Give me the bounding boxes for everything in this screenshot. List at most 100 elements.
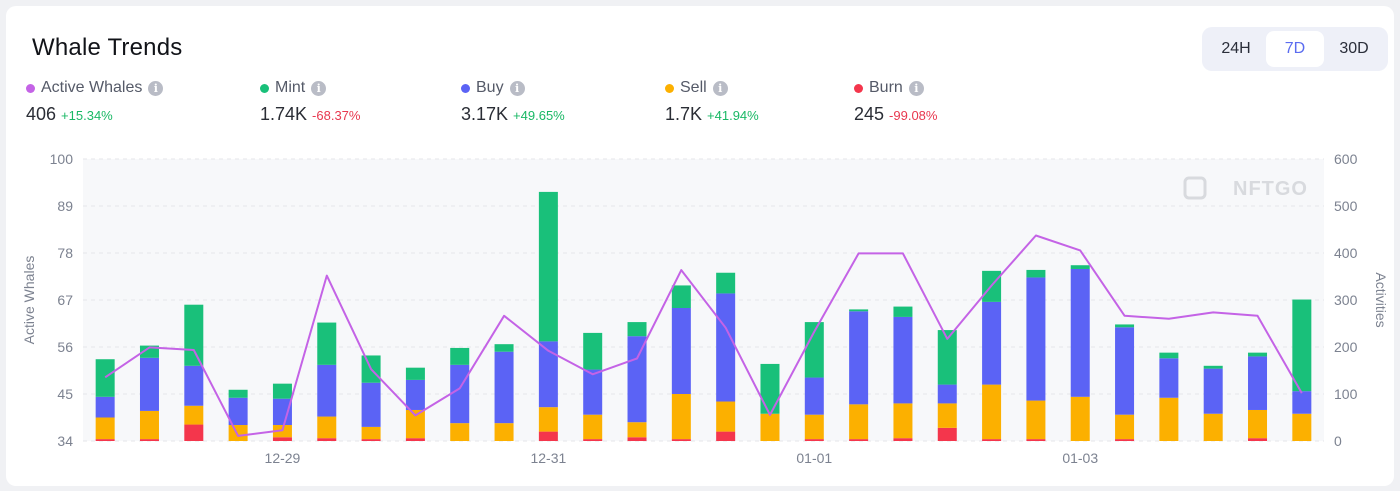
metric-buy: Buy i 3.17K +49.65% <box>461 78 565 125</box>
info-icon[interactable]: i <box>712 80 728 96</box>
bar-sell <box>1070 396 1090 441</box>
metric-label: Active Whales <box>41 79 143 96</box>
bar-sell <box>139 410 159 440</box>
metric-active-whales: Active Whales i 406 +15.34% <box>26 78 164 125</box>
legend-dot <box>461 83 470 93</box>
bar-buy <box>1026 277 1046 401</box>
bar-sell <box>760 413 780 441</box>
y-tick-label: 100 <box>50 151 74 167</box>
bar-mint <box>538 191 558 342</box>
bar-sell <box>804 414 824 440</box>
bar-mint <box>937 330 957 385</box>
bar-buy <box>1203 368 1223 414</box>
bar-mint <box>494 344 514 352</box>
bar-buy <box>228 397 248 426</box>
bar-buy <box>849 311 869 405</box>
time-range-selector: 24H 7D 30D <box>1202 27 1388 71</box>
bar-sell <box>583 414 603 440</box>
bar-sell <box>1203 413 1223 441</box>
bar-burn <box>893 438 913 441</box>
bar-sell <box>494 423 514 441</box>
bar-buy <box>405 379 425 410</box>
bar-sell <box>361 426 381 440</box>
bar-buy <box>1159 358 1179 398</box>
bar-buy <box>627 336 647 423</box>
x-tick-label: 12-29 <box>265 450 301 466</box>
y-tick-label: 89 <box>57 198 73 214</box>
metric-value: 406 <box>26 104 57 124</box>
bar-buy <box>450 364 470 424</box>
metric-mint: Mint i 1.74K -68.37% <box>260 78 360 125</box>
info-icon[interactable]: i <box>908 80 924 96</box>
page-title: Whale Trends <box>32 34 183 61</box>
bar-mint <box>671 285 691 308</box>
bar-buy <box>1115 327 1135 415</box>
bar-burn <box>1026 439 1046 441</box>
y2-tick-label: 0 <box>1334 433 1342 449</box>
metric-label: Burn <box>869 79 903 96</box>
bar-buy <box>937 384 957 404</box>
y-axis-label: Active Whales <box>21 256 37 345</box>
range-30d-button[interactable]: 30D <box>1339 40 1369 57</box>
x-tick-label: 01-03 <box>1062 450 1098 466</box>
bar-mint <box>272 383 292 399</box>
range-24h-button[interactable]: 24H <box>1221 40 1251 57</box>
bar-mint <box>1292 299 1312 392</box>
bar-mint <box>317 322 337 365</box>
bar-burn <box>583 439 603 441</box>
y-tick-label: 56 <box>57 339 73 355</box>
info-icon[interactable]: i <box>148 80 164 96</box>
bar-sell <box>1292 413 1312 441</box>
bar-sell <box>317 416 337 439</box>
bar-burn <box>538 431 558 441</box>
bar-burn <box>361 439 381 441</box>
bar-mint <box>184 304 204 366</box>
bar-buy <box>1248 356 1268 410</box>
bar-burn <box>804 439 824 441</box>
bar-sell <box>405 409 425 439</box>
x-tick-label: 12-31 <box>530 450 566 466</box>
bar-buy <box>583 369 603 415</box>
bar-sell <box>627 422 647 438</box>
bar-buy <box>494 351 514 424</box>
bar-sell <box>716 401 736 432</box>
info-icon[interactable]: i <box>311 80 327 96</box>
bar-burn <box>849 439 869 441</box>
x-tick-label: 01-01 <box>796 450 832 466</box>
y2-tick-label: 500 <box>1334 198 1358 214</box>
legend-dot <box>854 83 863 93</box>
bar-sell <box>982 384 1002 440</box>
range-7d-button[interactable]: 7D <box>1266 31 1324 67</box>
metric-label: Sell <box>680 79 707 96</box>
bar-burn <box>937 427 957 441</box>
bar-buy <box>184 365 204 406</box>
metric-value: 1.7K <box>665 104 703 124</box>
metric-label: Buy <box>476 79 504 96</box>
bar-mint <box>893 306 913 317</box>
bar-sell <box>1159 397 1179 441</box>
bar-mint <box>450 347 470 365</box>
bar-mint <box>1026 269 1046 278</box>
bar-mint <box>804 322 824 378</box>
metric-label: Mint <box>275 79 306 96</box>
bar-buy <box>982 301 1002 385</box>
bar-sell <box>95 417 115 440</box>
bar-buy <box>804 377 824 415</box>
bar-mint <box>760 363 780 414</box>
bar-buy <box>671 307 691 394</box>
bar-sell <box>1026 400 1046 440</box>
legend-dot <box>260 83 269 93</box>
bar-burn <box>184 424 204 441</box>
bar-burn <box>405 438 425 441</box>
metric-change: +49.65% <box>513 108 565 123</box>
bar-buy <box>1292 391 1312 414</box>
bar-mint <box>1070 265 1090 269</box>
bar-sell <box>1115 414 1135 440</box>
bar-burn <box>317 438 337 441</box>
bar-sell <box>450 423 470 441</box>
metric-value: 3.17K <box>461 104 509 124</box>
y2-tick-label: 400 <box>1334 245 1358 261</box>
bar-buy <box>1070 268 1090 397</box>
info-icon[interactable]: i <box>509 80 525 96</box>
